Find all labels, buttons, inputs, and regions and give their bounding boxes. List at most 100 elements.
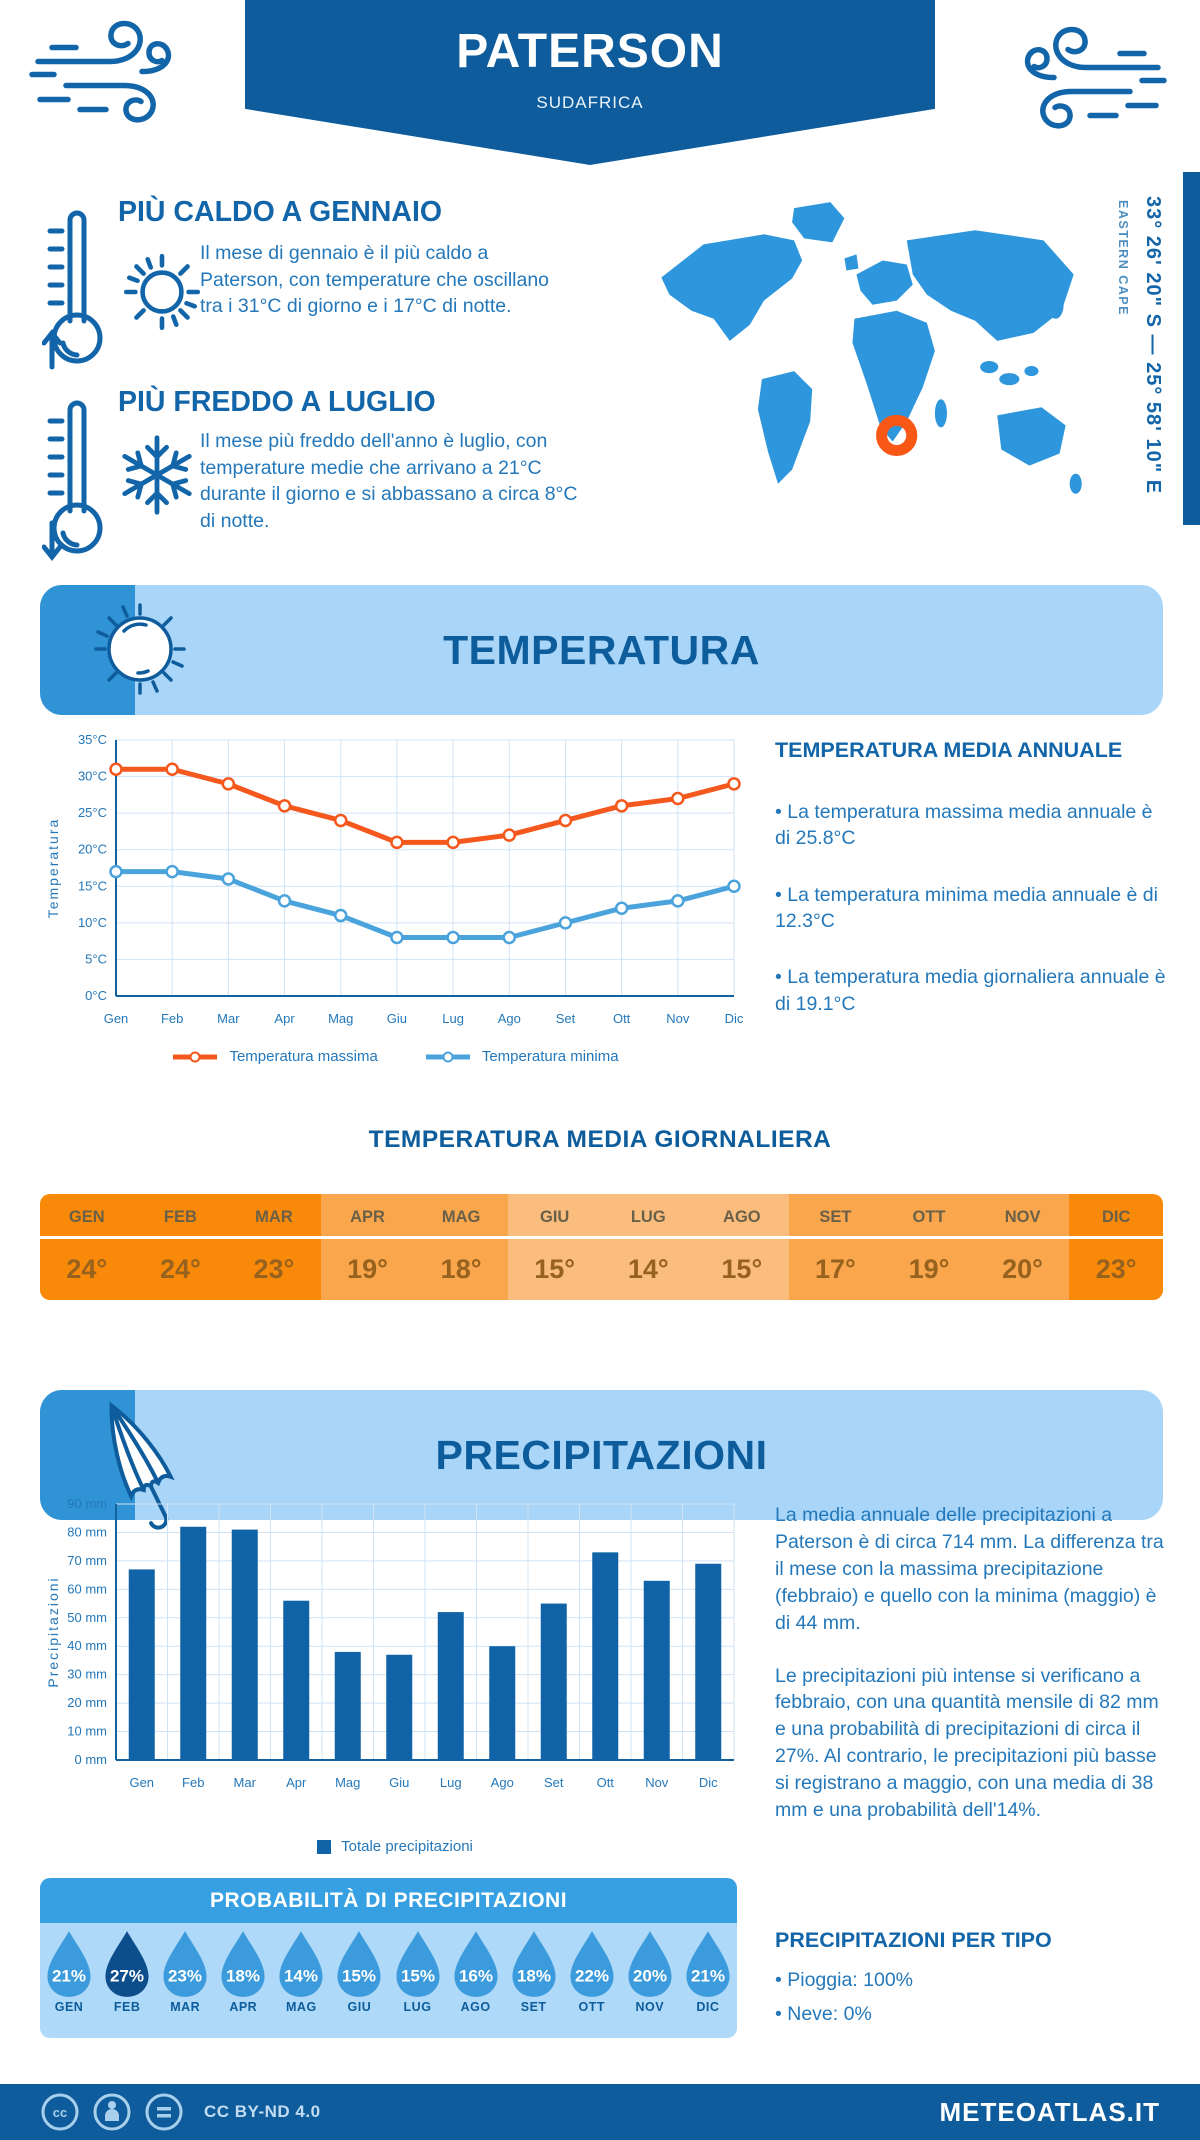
map-region: EASTERN CAPE [1116, 200, 1130, 316]
world-map [642, 182, 1087, 534]
table-column: APR 19° [320, 1194, 415, 1300]
svg-text:80 mm: 80 mm [67, 1524, 107, 1539]
thermometer-down-icon [41, 390, 112, 562]
side-accent-bar [1183, 172, 1200, 525]
svg-text:10 mm: 10 mm [67, 1724, 107, 1739]
temperature-section-title: TEMPERATURA [443, 626, 760, 673]
snowflake-icon [114, 432, 200, 518]
svg-text:Set: Set [556, 1011, 576, 1026]
table-value: 19° [908, 1254, 950, 1284]
droplet: 27% FEB [101, 1930, 153, 2014]
table-column: MAG 18° [414, 1194, 508, 1300]
table-column: NOV 20° [975, 1194, 1070, 1300]
thermometer-up-icon [41, 200, 112, 372]
droplet: 21% DIC [682, 1930, 734, 2014]
droplet-month: AGO [460, 2000, 491, 2014]
legend-item: Totale precipitazioni [317, 1838, 473, 1855]
warm-text: Il mese di gennaio è il più caldo a Pate… [200, 242, 550, 318]
svg-text:18%: 18% [226, 1967, 260, 1986]
svg-text:Ott: Ott [597, 1775, 615, 1790]
table-column: MAR 23° [227, 1194, 321, 1300]
droplet-month: GEN [54, 2000, 84, 2014]
table-value: 14° [627, 1254, 669, 1284]
daily-temperature-table: GEN 24° FEB 24° MAR 23° APR 19° MAG 18° GIU 15° LUG 1… [40, 1194, 1163, 1300]
temperature-chart-legend: Temperatura massima Temperatura minima [42, 1048, 748, 1065]
temperature-section-banner: TEMPERATURA [40, 585, 1163, 715]
sun-banner-icon [88, 597, 192, 701]
droplet-month: OTT [578, 2000, 605, 2014]
table-column: GIU 15° [507, 1194, 602, 1300]
svg-text:Feb: Feb [182, 1775, 204, 1790]
precipitation-chart-legend: Totale precipitazioni [42, 1838, 748, 1855]
svg-text:Dic: Dic [725, 1011, 744, 1026]
svg-text:70 mm: 70 mm [67, 1553, 107, 1568]
svg-text:Ott: Ott [613, 1011, 631, 1026]
annual-bullet: La temperatura massima media annuale è d… [775, 799, 1167, 852]
table-column: GEN 24° [40, 1194, 134, 1300]
table-month: AGO [695, 1194, 789, 1239]
temperature-chart: 0°C 5°C 10°C 15°C 20°C 25°C 30°C 35°C Gen Feb Mar A… [42, 728, 748, 1040]
svg-text:15%: 15% [342, 1967, 376, 1986]
type-bullet: Pioggia: 100% [775, 1967, 1167, 1993]
svg-text:cc: cc [53, 2105, 67, 2120]
precipitation-section-banner: PRECIPITAZIONI [40, 1390, 1163, 1530]
no-derivatives-icon [145, 2093, 183, 2131]
table-value: 17° [814, 1254, 856, 1284]
table-month: DIC [1069, 1194, 1163, 1239]
droplet: 18% APR [217, 1930, 269, 2014]
page-title: PATERSON [456, 25, 724, 78]
droplet: 14% MAG [275, 1930, 327, 2014]
svg-text:20 mm: 20 mm [67, 1695, 107, 1710]
svg-text:Set: Set [544, 1775, 564, 1790]
svg-text:20%: 20% [633, 1967, 667, 1986]
svg-text:5°C: 5°C [85, 951, 107, 966]
droplet-month: MAG [286, 2000, 317, 2014]
droplet: 23% MAR [159, 1930, 211, 2014]
precipitation-type-block: PRECIPITAZIONI PER TIPO Pioggia: 100% Ne… [775, 1928, 1167, 2028]
table-column: SET 17° [788, 1194, 883, 1300]
svg-text:14%: 14% [284, 1967, 318, 1986]
droplet-month: GIU [347, 2000, 372, 2014]
svg-text:27%: 27% [110, 1967, 144, 1986]
droplet-month: MAR [170, 2000, 201, 2014]
wind-icon [24, 16, 194, 134]
umbrella-icon [80, 1394, 200, 1544]
table-value: 20° [1002, 1254, 1043, 1284]
droplet: 22% OTT [566, 1930, 618, 2014]
cc-icon: cc [41, 2093, 79, 2131]
svg-text:Mar: Mar [234, 1775, 257, 1790]
svg-text:Precipitazioni: Precipitazioni [45, 1576, 61, 1687]
droplet-month: SET [520, 2000, 547, 2014]
daily-temperature-heading: TEMPERATURA MEDIA GIORNALIERA [368, 1126, 832, 1153]
svg-text:Apr: Apr [274, 1011, 295, 1026]
droplet: 16% AGO [450, 1930, 502, 2014]
svg-text:60 mm: 60 mm [67, 1581, 107, 1596]
svg-text:35°C: 35°C [78, 732, 107, 747]
svg-text:40 mm: 40 mm [67, 1638, 107, 1653]
svg-text:Giu: Giu [389, 1775, 409, 1790]
table-month: GIU [507, 1194, 602, 1239]
warm-title: PIÙ CALDO A GENNAIO [118, 196, 443, 228]
table-month: NOV [975, 1194, 1070, 1239]
table-column: AGO 15° [695, 1194, 789, 1300]
svg-text:Mag: Mag [328, 1011, 353, 1026]
svg-text:20°C: 20°C [78, 842, 107, 857]
precipitation-chart: 0 mm 10 mm 20 mm 30 mm 40 mm 50 mm 60 mm 70 mm 8… [42, 1492, 748, 1804]
map-coordinates: 33° 26' 20" S — 25° 58' 10" E [1142, 196, 1164, 495]
svg-text:10°C: 10°C [78, 915, 107, 930]
svg-text:0°C: 0°C [85, 988, 107, 1003]
probability-heading: PROBABILITÀ DI PRECIPITAZIONI [40, 1878, 737, 1923]
table-month: MAG [414, 1194, 508, 1239]
droplet-month: DIC [696, 2000, 720, 2014]
svg-text:Lug: Lug [442, 1011, 464, 1026]
table-month: MAR [227, 1194, 321, 1239]
table-month: SET [788, 1194, 883, 1239]
svg-text:22%: 22% [575, 1967, 609, 1986]
svg-text:Apr: Apr [286, 1775, 307, 1790]
table-value: 15° [534, 1254, 576, 1284]
svg-text:21%: 21% [52, 1967, 86, 1986]
license-label: CC BY-ND 4.0 [204, 2102, 321, 2121]
droplet: 20% NOV [624, 1930, 676, 2014]
precipitation-paragraph: Le precipitazioni più intense si verific… [775, 1664, 1159, 1822]
table-value: 18° [440, 1254, 482, 1284]
